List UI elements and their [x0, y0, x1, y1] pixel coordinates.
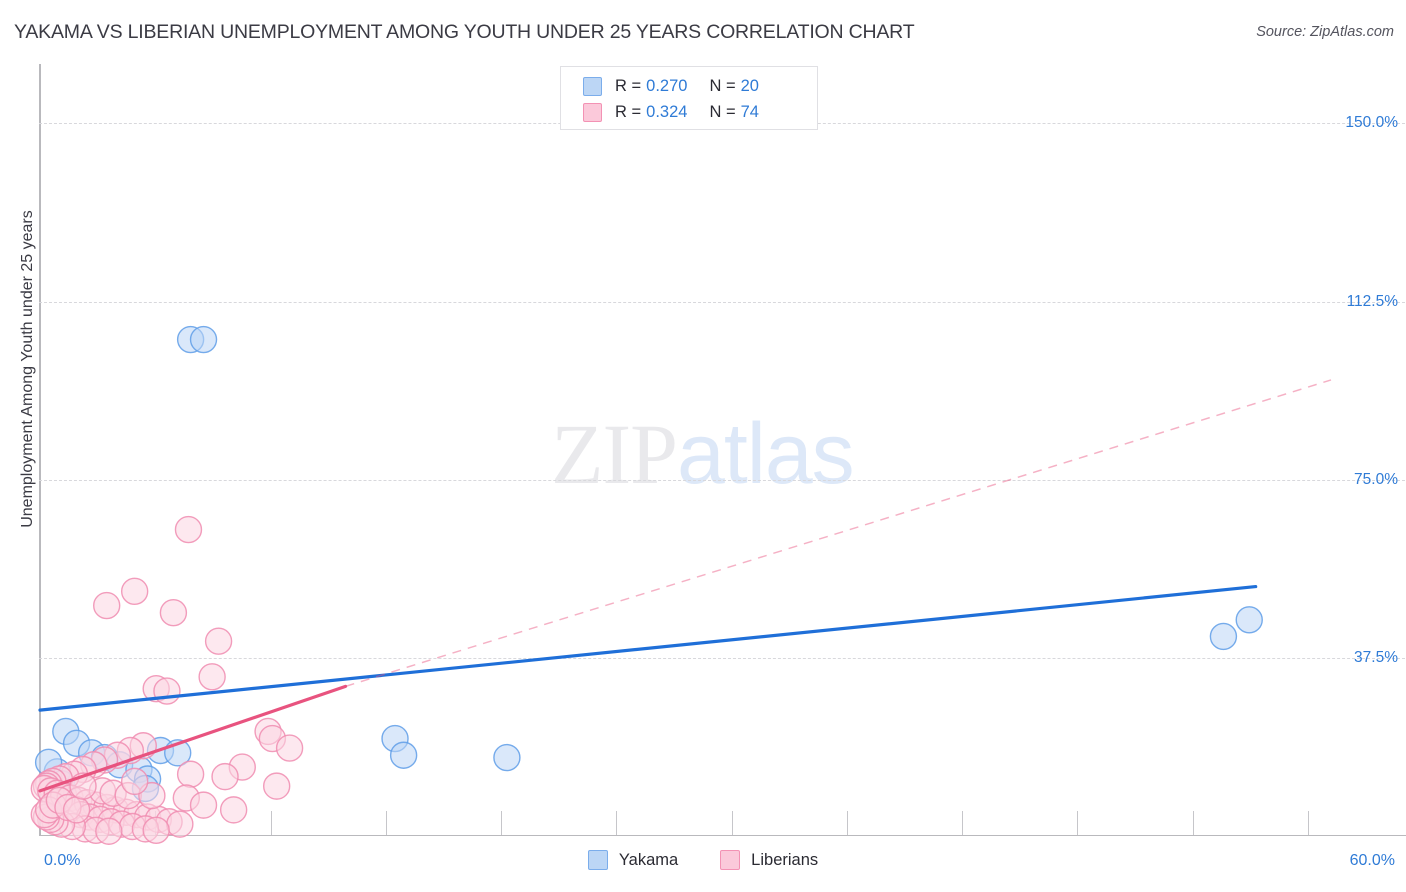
r-value-liberians: 0.324 — [646, 102, 688, 121]
y-axis-tick-label: 37.5% — [1354, 648, 1398, 666]
source-attribution: Source: ZipAtlas.com — [1256, 24, 1394, 40]
n-value-yakama: 20 — [740, 76, 759, 95]
series-legend-item-yakama[interactable]: Yakama — [587, 850, 679, 870]
series-legend: Yakama Liberians — [0, 850, 1406, 870]
data-point — [142, 816, 170, 844]
data-point — [176, 760, 205, 788]
n-label-yakama: N = — [709, 76, 736, 95]
x-axis-tick — [1192, 811, 1194, 835]
data-point — [174, 515, 203, 544]
series-label-yakama: Yakama — [618, 850, 679, 869]
data-point — [493, 743, 521, 772]
data-point — [219, 796, 248, 824]
correlation-legend-row-yakama: R = 0.270 N = 20 — [583, 73, 759, 99]
correlation-legend: R = 0.270 N = 20 R = 0.324 N = 74 — [560, 66, 818, 130]
x-axis-label-max: 60.0% — [1349, 852, 1395, 869]
trendline-liberians — [38, 684, 348, 793]
y-axis-tick-label: 75.0% — [1354, 470, 1398, 488]
x-axis-tick — [501, 811, 503, 835]
x-axis-line — [39, 835, 1406, 836]
data-point — [1209, 622, 1238, 651]
n-value-liberians: 74 — [740, 102, 759, 121]
data-point — [95, 817, 123, 845]
data-point — [262, 772, 291, 800]
data-point — [120, 767, 149, 796]
correlation-legend-row-liberians: R = 0.324 N = 74 — [583, 99, 759, 125]
data-point — [189, 791, 218, 819]
data-point — [62, 796, 91, 824]
legend-swatch-liberians-icon — [583, 102, 602, 122]
series-swatch-liberians-icon — [720, 850, 741, 870]
n-label-liberians: N = — [709, 102, 736, 121]
data-point — [159, 599, 188, 627]
x-axis-tick — [846, 811, 848, 835]
series-swatch-yakama-icon — [587, 850, 608, 870]
data-point — [198, 663, 226, 691]
series-legend-item-liberians[interactable]: Liberians — [720, 850, 818, 870]
x-axis-tick — [385, 811, 387, 835]
x-axis-tick — [1077, 811, 1079, 835]
y-axis-line — [39, 64, 41, 836]
x-axis-label-min: 0.0% — [44, 852, 81, 869]
x-axis-tick — [616, 811, 618, 835]
trendline-yakama — [38, 584, 1258, 712]
data-point — [211, 762, 239, 791]
data-point — [189, 325, 218, 354]
x-axis-tick — [731, 811, 733, 835]
y-axis-tick-label: 112.5% — [1346, 292, 1398, 310]
gridline — [39, 479, 1405, 481]
legend-swatch-yakama-icon — [583, 76, 602, 96]
x-axis-tick — [962, 811, 964, 835]
r-label-yakama: R = — [615, 76, 642, 95]
data-point — [92, 591, 121, 620]
trendline-liberians-projection — [345, 379, 1332, 688]
page-title: YAKAMA VS LIBERIAN UNEMPLOYMENT AMONG YO… — [14, 21, 915, 43]
y-axis-tick-label: 150.0% — [1345, 114, 1398, 132]
data-point — [153, 677, 181, 705]
data-point — [389, 741, 418, 769]
data-point — [204, 627, 233, 655]
gridline — [39, 301, 1405, 303]
scatter-series-liberians — [30, 515, 304, 845]
data-point — [1235, 606, 1263, 634]
gridline — [39, 657, 1405, 659]
x-axis-tick — [1307, 811, 1309, 835]
r-label-liberians: R = — [615, 102, 642, 121]
data-point — [166, 810, 194, 838]
data-point — [275, 734, 304, 762]
data-point — [120, 577, 149, 606]
r-value-yakama: 0.270 — [646, 76, 688, 95]
x-axis-tick — [270, 811, 272, 835]
series-label-liberians: Liberians — [751, 850, 819, 869]
